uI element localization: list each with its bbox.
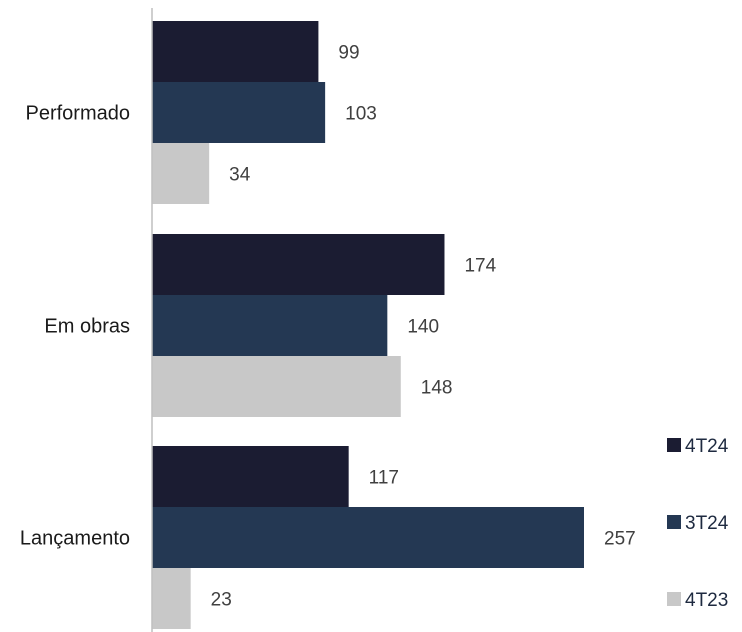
legend-label-4t24: 4T24 (685, 436, 729, 457)
category-labels: Performado Em obras Lançamento (20, 103, 130, 550)
bar-performado-3t24 (152, 82, 326, 143)
bar-lancamento-4t23 (152, 568, 191, 629)
value-label-performado-4t24: 99 (338, 43, 359, 64)
category-label-performado: Performado (26, 103, 131, 125)
value-label-performado-4t23: 34 (229, 165, 251, 186)
bar-lancamento-3t24 (152, 507, 584, 568)
value-label-performado-3t24: 103 (345, 104, 377, 125)
value-label-em-obras-4t23: 148 (421, 378, 453, 399)
bar-em-obras-4t23 (152, 356, 401, 417)
value-label-em-obras-4t24: 174 (464, 256, 496, 277)
legend-label-3t24: 3T24 (685, 513, 729, 534)
category-label-lancamento: Lançamento (20, 528, 130, 550)
category-label-em-obras: Em obras (44, 316, 130, 338)
bar-lancamento-4t24 (152, 446, 349, 507)
value-label-lancamento-4t24: 117 (369, 468, 399, 489)
bar-em-obras-3t24 (152, 295, 388, 356)
value-label-lancamento-4t23: 23 (211, 590, 232, 611)
legend: 4T24 3T24 4T23 (667, 436, 729, 611)
legend-swatch-4t24 (667, 438, 681, 452)
bar-performado-4t24 (152, 21, 319, 82)
legend-swatch-4t23 (667, 592, 681, 606)
value-label-lancamento-3t24: 257 (604, 529, 636, 550)
value-label-em-obras-3t24: 140 (407, 317, 439, 338)
bar-performado-4t23 (152, 143, 210, 204)
bar-em-obras-4t24 (152, 234, 445, 295)
legend-swatch-3t24 (667, 515, 681, 529)
legend-label-4t23: 4T23 (685, 590, 728, 611)
value-labels: 99 103 34 174 140 148 117 257 23 (211, 43, 636, 611)
bars-group (152, 21, 584, 629)
